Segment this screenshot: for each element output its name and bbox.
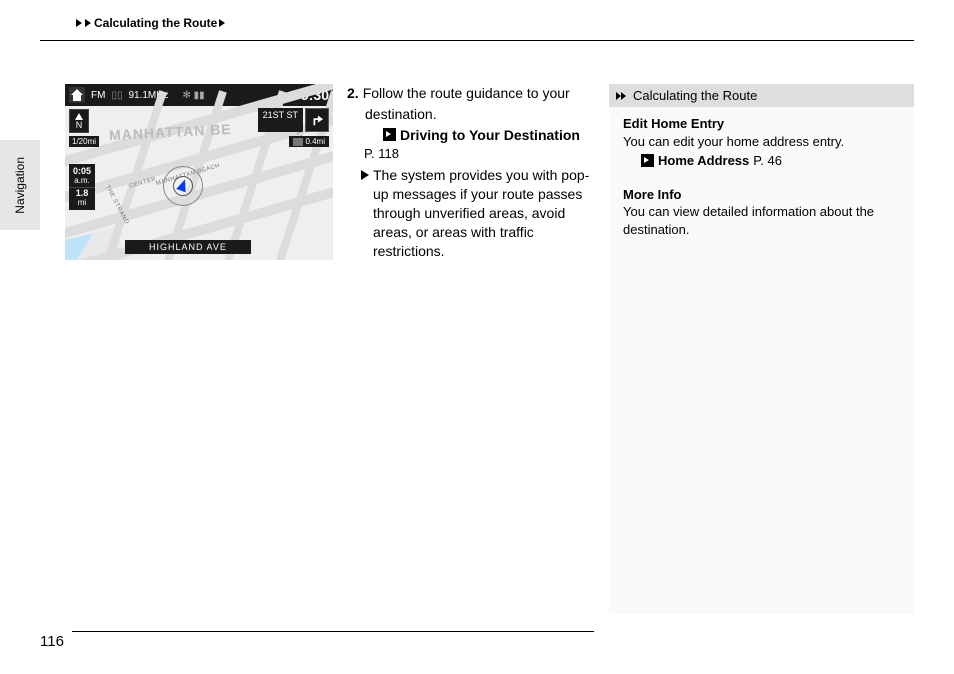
sidebar-body: Edit Home Entry You can edit your home a… (609, 107, 914, 246)
bullet-triangle-icon (361, 170, 369, 180)
car-icon (293, 138, 303, 146)
turn-right-icon (305, 108, 329, 132)
step-item: 2. Follow the route guidance to your (347, 84, 595, 103)
nav-screenshot: FM ▯▯ 91.1MHz ✻ ▮▮ 9:30 MANHATTAN (65, 84, 333, 260)
note-item: The system provides you with pop-up mess… (361, 166, 595, 260)
note-text: The system provides you with pop-up mess… (373, 166, 595, 260)
link-arrow-icon (383, 128, 396, 141)
step-text-line: destination. (365, 105, 595, 124)
xref-label: Home Address (658, 152, 749, 170)
sidebar-header: Calculating the Route (609, 84, 914, 107)
link-arrow-icon (641, 154, 654, 167)
manual-page: Calculating the Route Navigation FM ▯▯ 9… (0, 0, 954, 674)
xref-label: Driving to Your Destination (400, 126, 580, 145)
breadcrumb: Calculating the Route (76, 16, 226, 30)
double-chevron-icon (615, 89, 629, 103)
cross-reference[interactable]: Home Address P. 46 (641, 152, 900, 170)
sidebar-title: Calculating the Route (633, 88, 757, 103)
xref-page: P. 46 (753, 152, 782, 170)
radio-band: FM (91, 90, 105, 101)
current-street: HIGHLAND AVE (125, 240, 251, 254)
instruction-column: 2. Follow the route guidance to your des… (347, 84, 595, 614)
chevron-right-icon (85, 19, 91, 27)
turn-guidance: 21ST ST (258, 108, 329, 132)
page-number: 116 (40, 633, 64, 650)
sidebar-item-title: Edit Home Entry (623, 115, 900, 133)
nav-map: MANHATTAN BE MANHATTAN BEACH CENTER THE … (65, 106, 333, 260)
map-scale: 1/20mi (69, 136, 99, 147)
step-number: 2. (347, 84, 359, 103)
sidebar-item-text: You can edit your home address entry. (623, 133, 900, 151)
next-street: 21ST ST (258, 108, 303, 132)
divider (72, 631, 594, 632)
section-tab: Navigation (0, 140, 40, 230)
xref-page: P. 118 (364, 145, 595, 163)
divider (40, 40, 914, 41)
section-tab-label: Navigation (13, 157, 27, 214)
figure-column: FM ▯▯ 91.1MHz ✻ ▮▮ 9:30 MANHATTAN (65, 84, 333, 614)
compass-icon: N (69, 109, 89, 133)
step-text-line: Follow the route guidance to your (363, 84, 570, 103)
sidebar-column: Calculating the Route Edit Home Entry Yo… (609, 84, 914, 614)
turn-distance: 0.4mi (289, 136, 329, 147)
map-city-label: MANHATTAN BE (109, 121, 232, 143)
sidebar-item-title: More Info (623, 186, 900, 204)
sidebar-item-text: You can view detailed information about … (623, 203, 900, 238)
chevron-right-icon (219, 19, 225, 27)
compass-label: N (76, 120, 83, 130)
vehicle-position-icon (173, 176, 193, 196)
chevron-right-icon (76, 19, 82, 27)
breadcrumb-title: Calculating the Route (94, 16, 217, 30)
cross-reference[interactable]: Driving to Your Destination (383, 126, 595, 145)
turn-distance-value: 0.4mi (305, 137, 325, 146)
main-content: FM ▯▯ 91.1MHz ✻ ▮▮ 9:30 MANHATTAN (65, 84, 914, 614)
trip-info-box: 0:05a.m. 1.8mi (69, 164, 95, 210)
sidebar-item: More Info You can view detailed informat… (623, 186, 900, 239)
home-icon (69, 87, 85, 103)
